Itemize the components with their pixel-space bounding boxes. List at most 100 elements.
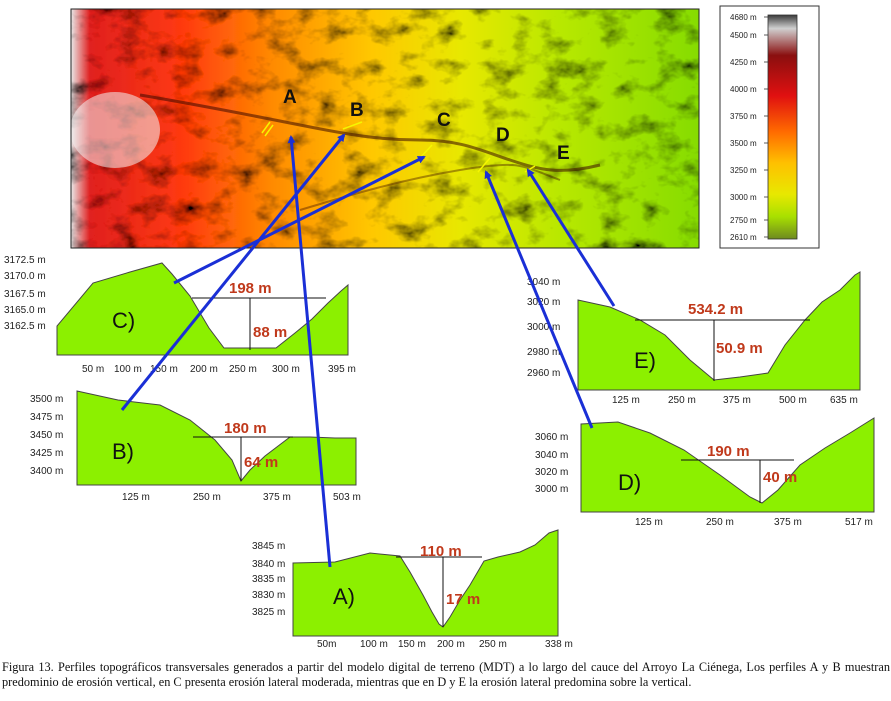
- profile-d-ytick-3: 3020 m: [535, 467, 568, 478]
- map-label-e: E: [557, 143, 570, 164]
- connector-arrows: [120, 133, 616, 568]
- arrow-e: [526, 168, 616, 307]
- profile-c-terrain: [56, 262, 349, 356]
- legend-tick-label: 4500 m: [730, 31, 757, 40]
- profile-b-xtick-1: 125 m: [122, 492, 150, 503]
- profile-d-xtick-4: 517 m: [845, 517, 873, 528]
- profile-b-title: B): [112, 439, 134, 464]
- profile-d-width-label: 190 m: [707, 443, 750, 460]
- profile-c-ytick-5: 3162.5 m: [4, 321, 46, 332]
- profile-c-width-label: 198 m: [229, 280, 272, 297]
- legend-tick-label: 4250 m: [730, 58, 757, 67]
- profile-a-title: A): [333, 584, 355, 609]
- arrow-b: [120, 133, 346, 411]
- legend-ticks: 4680 m 4500 m 4250 m 4000 m 3750 m 3500 m 3250…: [730, 13, 768, 242]
- profile-d-ytick-1: 3060 m: [535, 432, 568, 443]
- legend-tick-label: 3750 m: [730, 112, 757, 121]
- profile-d-xtick-2: 250 m: [706, 517, 734, 528]
- profile-c-xtick-4: 200 m: [190, 364, 218, 375]
- profile-a-xtick-1: 50m: [317, 639, 336, 650]
- section-mark-a: [261, 121, 271, 134]
- profiles: C) 198 m 88 m 3172.5 m 3170.0 m 3167.5 m…: [4, 255, 875, 650]
- map-label-a: A: [283, 87, 297, 108]
- map-frame: [70, 8, 700, 249]
- profile-a-ytick-3: 3835 m: [252, 574, 285, 585]
- profile-b-xtick-4: 503 m: [333, 492, 361, 503]
- profile-a-width-label: 110 m: [420, 543, 462, 560]
- profile-a-depth-label: 17 m: [446, 591, 480, 608]
- profile-a-xtick-3: 150 m: [398, 639, 426, 650]
- section-mark-c: [420, 144, 433, 158]
- legend-tick-label: 3250 m: [730, 166, 757, 175]
- profile-e-title: E): [634, 348, 656, 373]
- arrow-c: [173, 155, 426, 285]
- profile-e-ytick-1: 3040 m: [527, 277, 560, 288]
- profile-a: A) 110 m 17 m 3845 m 3840 m 3835 m 3830 …: [252, 529, 573, 650]
- profile-c-title: C): [112, 308, 135, 333]
- profile-b-ytick-5: 3400 m: [30, 466, 63, 477]
- map-label-d: D: [496, 125, 510, 146]
- profile-a-terrain: [292, 529, 559, 637]
- profile-e-width-label: 534.2 m: [688, 301, 743, 318]
- map-label-c: C: [437, 110, 451, 131]
- elevation-map: A B C D E: [70, 8, 700, 249]
- profile-c-xtick-6: 300 m: [272, 364, 300, 375]
- arrow-a: [287, 135, 332, 568]
- profile-d-ytick-4: 3000 m: [535, 484, 568, 495]
- profile-b: B) 180 m 64 m 3500 m 3475 m 3450 m 3425 …: [30, 390, 361, 503]
- profile-d: D) 190 m 40 m 3060 m 3040 m 3020 m 3000 …: [535, 417, 875, 528]
- arrow-d: [484, 170, 594, 429]
- profile-e-xtick-4: 500 m: [779, 395, 807, 406]
- figure-caption: Figura 13. Perfiles topográficos transve…: [2, 660, 890, 689]
- profile-e-xtick-1: 125 m: [612, 395, 640, 406]
- figure-canvas: A B C D E 4680 m 4500 m 4250 m 4000 m 3750 m…: [4, 5, 875, 650]
- profile-d-depth-label: 40 m: [763, 469, 797, 486]
- profile-a-xtick-2: 100 m: [360, 639, 388, 650]
- profile-c-xtick-1: 50 m: [82, 364, 104, 375]
- legend-tick-label: 2750 m: [730, 216, 757, 225]
- profile-c-xtick-3: 150 m: [150, 364, 178, 375]
- legend-tick-label: 2610 m: [730, 233, 757, 242]
- profile-e-ytick-2: 3020 m: [527, 297, 560, 308]
- profile-b-terrain: [76, 390, 357, 486]
- profile-a-ytick-1: 3845 m: [252, 541, 285, 552]
- profile-b-ytick-3: 3450 m: [30, 430, 63, 441]
- profile-c-ytick-3: 3167.5 m: [4, 289, 46, 300]
- map-label-b: B: [350, 100, 364, 121]
- section-mark-b: [342, 121, 363, 130]
- profile-b-xtick-3: 375 m: [263, 492, 291, 503]
- profile-b-depth-label: 64 m: [244, 454, 278, 471]
- profile-e-ytick-3: 3000 m: [527, 322, 560, 333]
- profile-e-ytick-5: 2960 m: [527, 368, 560, 379]
- profile-e-xtick-3: 375 m: [723, 395, 751, 406]
- profile-e-xtick-2: 250 m: [668, 395, 696, 406]
- profile-a-xtick-4: 200 m: [437, 639, 465, 650]
- profile-a-xtick-5: 250 m: [479, 639, 507, 650]
- profile-c-xtick-5: 250 m: [229, 364, 257, 375]
- profile-e-xtick-5: 635 m: [830, 395, 858, 406]
- legend-tick-label: 4680 m: [730, 13, 757, 22]
- elevation-legend: 4680 m 4500 m 4250 m 4000 m 3750 m 3500 m 3250…: [719, 5, 820, 249]
- profile-c-ytick-4: 3165.0 m: [4, 305, 46, 316]
- legend-tick-label: 3500 m: [730, 139, 757, 148]
- profile-c-ytick-1: 3172.5 m: [4, 255, 46, 266]
- profile-e-terrain: [577, 271, 861, 391]
- arroyo-channel: [139, 93, 601, 172]
- profile-c-ytick-2: 3170.0 m: [4, 271, 46, 282]
- profile-b-ytick-1: 3500 m: [30, 394, 63, 405]
- legend-color-ramp: [767, 14, 798, 240]
- section-mark-a2: [264, 124, 274, 137]
- legend-tick-label: 4000 m: [730, 85, 757, 94]
- profile-c-xtick-7: 395 m: [328, 364, 356, 375]
- profile-d-terrain: [580, 417, 875, 513]
- profile-a-xtick-6: 338 m: [545, 639, 573, 650]
- profile-e-depth-label: 50.9 m: [716, 340, 763, 357]
- profile-e: E) 534.2 m 50.9 m 3040 m 3020 m 3000 m 2…: [527, 271, 861, 406]
- profile-d-xtick-1: 125 m: [635, 517, 663, 528]
- dem-raster: [71, 9, 699, 248]
- profile-a-ytick-4: 3830 m: [252, 590, 285, 601]
- section-mark-d: [477, 157, 491, 173]
- profile-b-ytick-4: 3425 m: [30, 448, 63, 459]
- profile-d-ytick-2: 3040 m: [535, 450, 568, 461]
- profile-e-ytick-4: 2980 m: [527, 347, 560, 358]
